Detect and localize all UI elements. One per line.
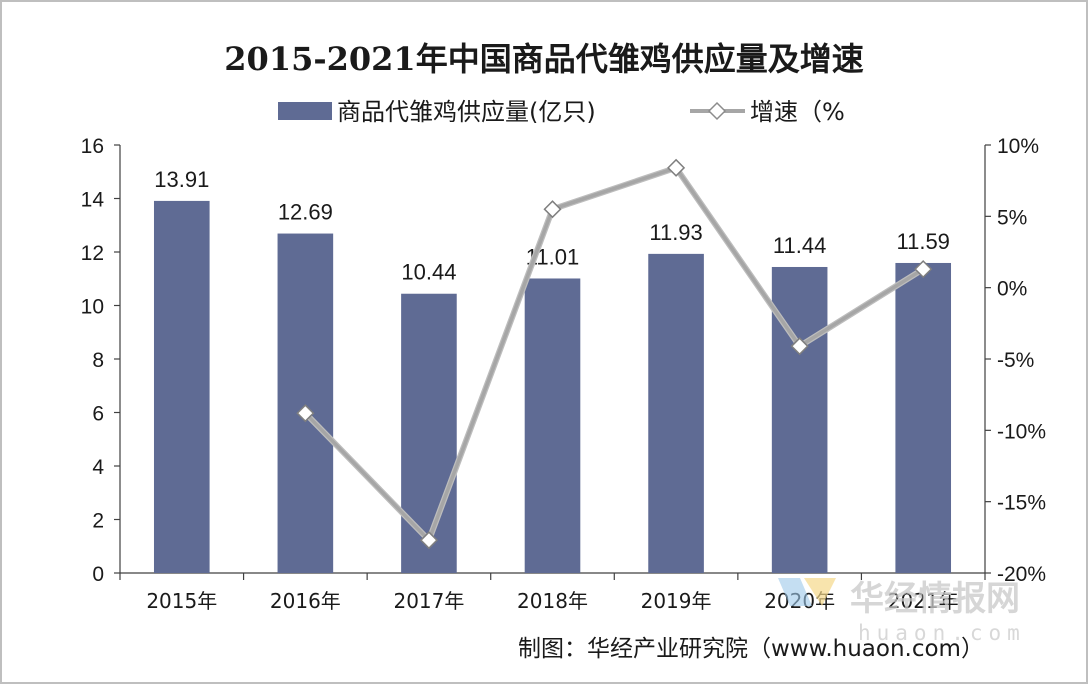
bar bbox=[153, 200, 210, 573]
x-tick-label: 2018年 bbox=[517, 589, 588, 613]
growth-point-marker bbox=[296, 404, 315, 423]
y-right-tick-label: 0% bbox=[997, 278, 1027, 301]
x-tick-label: 2015年 bbox=[146, 589, 217, 613]
x-tick-label: 2016年 bbox=[270, 589, 341, 613]
bar-data-label: 11.44 bbox=[773, 233, 826, 258]
x-tick-label: 2017年 bbox=[393, 589, 464, 613]
watermark-brand: 华经情报网 bbox=[850, 579, 1020, 619]
legend-label-bars: 商品代雏鸡供应量(亿只) bbox=[337, 98, 596, 126]
growth-point-marker bbox=[419, 531, 438, 550]
y-right-tick-label: -5% bbox=[997, 349, 1034, 372]
bar-data-label: 12.69 bbox=[278, 200, 333, 225]
growth-point-marker bbox=[543, 200, 562, 219]
legend-marker-diamond bbox=[707, 101, 727, 121]
growth-point-marker bbox=[790, 337, 809, 356]
y-left-tick-label: 12 bbox=[81, 242, 104, 265]
legend: 商品代雏鸡供应量(亿只) 增速（% bbox=[278, 98, 845, 126]
bar-data-label: 11.59 bbox=[897, 229, 950, 254]
y-left-tick-label: 2 bbox=[92, 510, 104, 533]
y-left-tick-label: 0 bbox=[92, 563, 104, 586]
y-right-tick-label: -10% bbox=[997, 420, 1046, 443]
x-tick-label: 2021年 bbox=[888, 589, 959, 613]
growth-line bbox=[304, 166, 925, 542]
growth-line-series bbox=[296, 158, 933, 550]
watermark-logo-yellow bbox=[804, 578, 836, 606]
y-right-tick-label: -20% bbox=[997, 563, 1046, 586]
bar-data-label: 10.44 bbox=[401, 260, 456, 285]
y-right-tick-label: 5% bbox=[997, 206, 1027, 229]
bar bbox=[648, 253, 704, 573]
y-right-tick-label: -15% bbox=[997, 492, 1046, 515]
bar-data-label: 11.93 bbox=[649, 220, 702, 245]
axes: 0 2 4 6 8 10 12 14 16 -20% -15% -10% -5% 0% 5% 10% 2015年… bbox=[81, 135, 1046, 613]
bar-data-label: 13.91 bbox=[154, 167, 209, 192]
watermark-url: huaon.com bbox=[858, 621, 1026, 645]
y-left-tick-label: 16 bbox=[81, 135, 104, 158]
y-left-tick-label: 4 bbox=[92, 456, 104, 479]
y-right-tick-label: 10% bbox=[997, 135, 1039, 158]
bar-series bbox=[153, 200, 952, 574]
growth-point-marker bbox=[667, 158, 686, 177]
bar bbox=[401, 293, 457, 573]
chart-title: 2015-2021年中国商品代雏鸡供应量及增速 bbox=[224, 40, 863, 78]
y-left-tick-label: 14 bbox=[81, 189, 105, 212]
bar bbox=[277, 233, 334, 574]
y-left-tick-label: 6 bbox=[92, 403, 104, 426]
watermark: 华经情报网 huaon.com bbox=[778, 578, 1026, 645]
bar bbox=[524, 278, 581, 573]
y-left-tick-label: 10 bbox=[81, 296, 104, 319]
legend-label-line: 增速（% bbox=[750, 98, 845, 126]
bar bbox=[895, 262, 952, 573]
watermark-logo-blue bbox=[778, 578, 812, 606]
source-note: 制图：华经产业研究院（www.huaon.com） bbox=[518, 636, 984, 662]
y-left-tick-label: 8 bbox=[92, 349, 104, 372]
growth-point-marker bbox=[914, 260, 933, 279]
legend-swatch-bars bbox=[278, 102, 332, 120]
x-tick-label: 2019年 bbox=[641, 589, 712, 613]
